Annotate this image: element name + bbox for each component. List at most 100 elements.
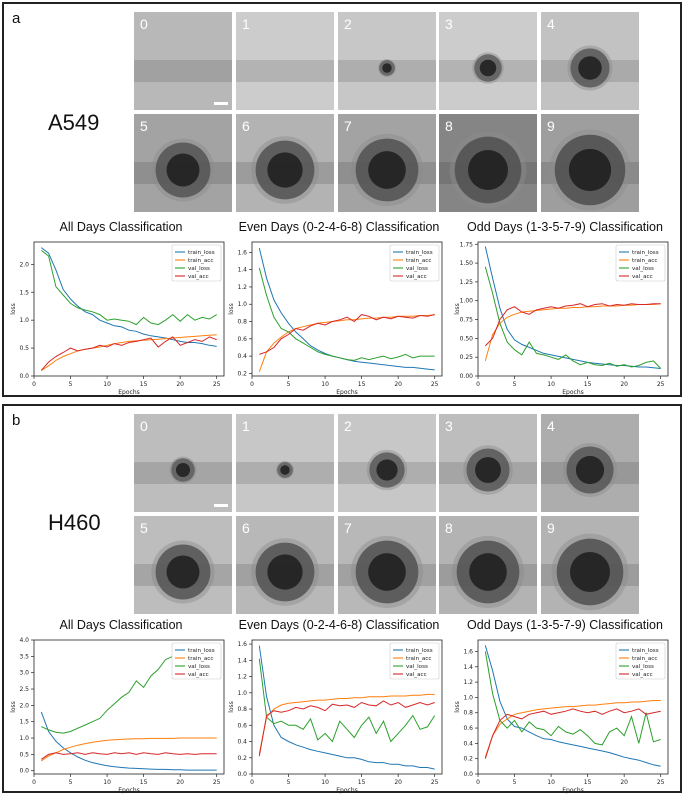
y-tick-label: 0.0 [19,373,29,380]
microscopy-tile-day-3: 3 [439,12,537,110]
legend-entry: train_loss [188,648,215,654]
x-tick-label: 0 [250,779,254,786]
microscopy-tile-day-2: 2 [338,414,436,512]
y-tick-label: 1.6 [237,249,247,256]
y-tick-label: 4.0 [19,637,29,644]
plot-frame [33,639,225,775]
x-tick-label: 10 [321,381,329,388]
day-label: 3 [445,418,453,434]
y-tick-label: 0.5 [19,345,29,352]
legend-entry: train_acc [188,656,213,662]
microscopy-image [236,516,334,614]
microscopy-tile-day-2: 2 [338,12,436,110]
y-axis-label: loss [454,701,461,713]
y-tick-label: 0.4 [237,739,247,746]
panel-a: a A549 0 1 2 3 4 5 6 7 8 9 All Days Classificatio… [2,2,682,397]
x-tick-label: 25 [431,779,439,786]
x-tick-label: 20 [176,779,184,786]
x-tick-label: 5 [69,381,73,388]
panel-b: b H460 0 1 2 3 4 5 6 7 8 9 All Days Classificatio… [2,404,682,794]
day-label: 7 [344,520,352,536]
x-tick-label: 25 [431,381,439,388]
day-label: 8 [445,520,453,536]
y-tick-label: 1.6 [237,641,247,648]
plot-frame [477,639,669,775]
microscopy-image [134,414,232,512]
y-tick-label: 1.0 [19,735,29,742]
x-tick-label: 20 [176,381,184,388]
y-tick-label: 0.4 [237,353,247,360]
y-tick-label: 3.0 [19,670,29,677]
microscopy-image [541,516,639,614]
x-tick-label: 25 [213,779,221,786]
legend-entry: val_loss [406,266,428,272]
microscopy-tile-day-1: 1 [236,12,334,110]
y-tick-label: 0.0 [237,771,247,778]
legend-entry: train_acc [632,258,657,264]
microscopy-image [338,516,436,614]
day-label: 2 [344,418,352,434]
legend: train_loss train_acc val_loss val_acc [615,244,666,282]
y-tick-label: 0.2 [237,370,247,377]
y-tick-label: 2.0 [19,702,29,709]
legend-entry: train_loss [406,648,433,654]
chart-title: Even Days (0-2-4-6-8) Classification [238,220,440,234]
legend-entry: train_loss [632,648,659,654]
series-line-val-acc [41,752,217,760]
y-tick-label: 0.25 [460,354,474,361]
x-tick-label: 25 [213,381,221,388]
day-label: 5 [140,520,148,536]
day-label: 1 [242,16,250,32]
y-tick-label: 0.8 [237,706,247,713]
x-tick-label: 0 [476,381,480,388]
x-tick-label: 10 [321,779,329,786]
y-tick-label: 0.4 [463,740,473,747]
day-label: 7 [344,118,352,134]
series-line-val-acc [259,314,435,355]
x-axis-label: Epochs [118,389,140,396]
microscopy-tile-day-9: 9 [541,516,639,614]
chart-title: Odd Days (1-3-5-7-9) Classification [467,220,663,234]
panel-label: b [12,412,21,429]
microscopy-tile-day-1: 1 [236,414,334,512]
microscopy-image [338,114,436,212]
series-line-val-loss [484,266,662,369]
plot-frame [251,241,443,377]
y-tick-label: 0.8 [463,710,473,717]
legend-entry: train_acc [406,258,431,264]
legend-entry: val_loss [632,266,654,272]
y-tick-label: 1.2 [237,284,247,291]
y-tick-label: 0.6 [463,725,473,732]
y-tick-label: 1.0 [237,690,247,697]
legend: train_loss train_acc val_loss val_acc [171,642,222,680]
microscopy-image [439,516,537,614]
y-tick-label: 0.50 [460,335,474,342]
x-axis-label: Epochs [336,787,358,794]
y-tick-label: 1.0 [19,317,29,324]
chart-title: Odd Days (1-3-5-7-9) Classification [467,618,663,632]
legend-entry: val_loss [188,266,210,272]
series-line-train-loss [484,246,661,369]
microscopy-image [236,114,334,212]
day-label: 9 [547,520,555,536]
chart-title: All Days Classification [59,618,183,632]
microscopy-tile-day-7: 7 [338,516,436,614]
y-tick-label: 2.5 [19,686,29,693]
x-axis-label: Epochs [562,787,584,794]
chart-svg: 0 5 10 15 20 25 0.0 0.5 1.0 1.5 2.0 2.5 3.0 3.5 4.0 Epo… [10,637,225,794]
x-tick-label: 10 [103,779,111,786]
x-tick-label: 15 [140,779,148,786]
x-tick-label: 20 [394,779,402,786]
microscopy-tile-day-3: 3 [439,414,537,512]
y-tick-label: 1.2 [237,674,247,681]
y-tick-label: 1.4 [463,664,473,671]
y-tick-label: 0.0 [463,771,473,778]
y-axis-label: loss [228,303,235,315]
y-tick-label: 3.5 [19,653,29,660]
x-tick-label: 20 [620,381,628,388]
legend-entry: val_acc [632,274,653,280]
series-line-train-acc [258,314,435,372]
microscopy-tile-day-4: 4 [541,414,639,512]
day-label: 4 [547,16,555,32]
y-tick-label: 1.5 [19,719,29,726]
